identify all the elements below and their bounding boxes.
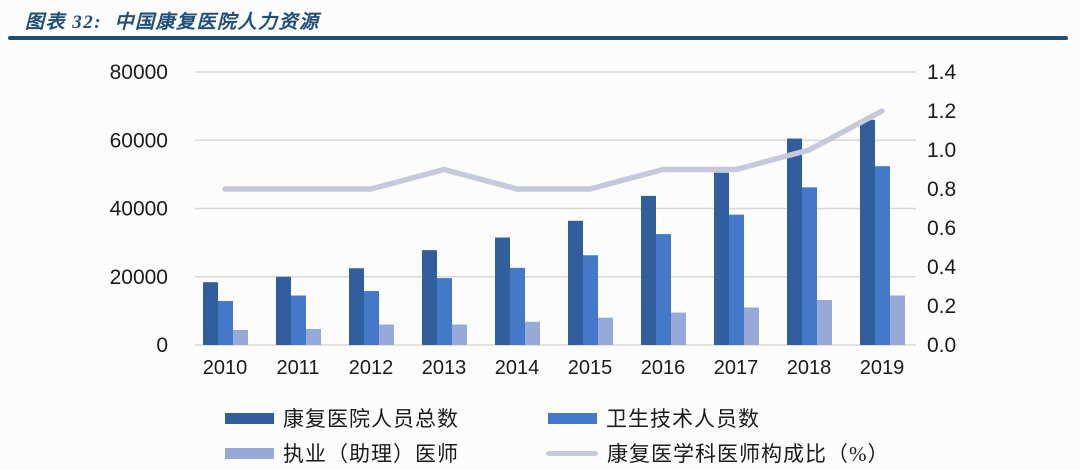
bar-执业（助理）医师-2016 <box>671 312 686 345</box>
x-axis-label: 2019 <box>860 357 905 379</box>
left-axis-tick: 80000 <box>110 61 168 84</box>
bar-康复医院人员总数-2014 <box>495 237 510 345</box>
bar-卫生技术人员数-2019 <box>875 166 890 345</box>
bar-康复医院人员总数-2013 <box>422 250 437 345</box>
legend-label-health-technicians: 卫生技术人员数 <box>606 407 760 431</box>
bar-执业（助理）医师-2013 <box>452 324 467 345</box>
legend-item-health-technicians: 卫生技术人员数 <box>548 406 760 431</box>
legend-item-licensed-physicians: 执业（助理）医师 <box>225 441 459 466</box>
x-axis-label: 2016 <box>641 357 686 379</box>
right-axis-tick: 1.2 <box>927 100 956 123</box>
x-axis-label: 2012 <box>349 357 394 379</box>
legend-swatch-physician-ratio-line <box>546 450 598 456</box>
bar-康复医院人员总数-2016 <box>641 195 656 345</box>
left-axis-tick: 40000 <box>110 198 168 221</box>
bar-卫生技术人员数-2014 <box>510 267 525 345</box>
right-axis-tick: 0.8 <box>927 178 956 201</box>
legend-swatch-licensed-physicians <box>225 447 274 459</box>
x-axis-label: 2018 <box>787 357 832 379</box>
x-axis-label: 2013 <box>422 357 467 379</box>
bar-卫生技术人员数-2010 <box>218 300 233 345</box>
legend-item-physician-ratio-line: 康复医学科医师构成比（%） <box>546 441 890 466</box>
bar-执业（助理）医师-2017 <box>744 307 759 345</box>
right-axis-tick: 0.0 <box>927 334 956 357</box>
x-axis-label: 2017 <box>714 357 759 379</box>
right-axis-tick: 1.0 <box>927 139 956 162</box>
title-underline <box>8 36 1068 40</box>
x-axis-label: 2014 <box>495 357 540 379</box>
left-axis-tick: 60000 <box>110 129 168 152</box>
bar-卫生技术人员数-2015 <box>583 255 598 345</box>
left-axis-tick: 0 <box>156 334 168 357</box>
legend-label-total-staff: 康复医院人员总数 <box>283 407 459 431</box>
bar-执业（助理）医师-2010 <box>233 329 248 345</box>
bar-卫生技术人员数-2012 <box>364 291 379 345</box>
bar-康复医院人员总数-2017 <box>714 172 729 345</box>
bar-执业（助理）医师-2015 <box>598 317 613 345</box>
right-axis-tick: 0.6 <box>927 217 956 240</box>
right-axis-tick: 0.4 <box>927 256 957 279</box>
bar-康复医院人员总数-2019 <box>860 119 875 346</box>
trend-line-physician-ratio <box>222 108 885 192</box>
x-axis-label: 2010 <box>203 357 248 379</box>
legend-swatch-total-staff <box>225 412 274 424</box>
bar-康复医院人员总数-2010 <box>203 282 218 345</box>
bar-卫生技术人员数-2017 <box>729 214 744 345</box>
legend-label-physician-ratio-line: 康复医学科医师构成比（%） <box>607 442 890 466</box>
bar-康复医院人员总数-2015 <box>568 220 583 345</box>
bar-卫生技术人员数-2016 <box>656 234 671 345</box>
right-axis-tick: 1.4 <box>927 61 957 84</box>
x-axis-label: 2015 <box>568 357 613 379</box>
bar-执业（助理）医师-2012 <box>379 324 394 345</box>
right-axis-tick: 0.2 <box>927 295 956 318</box>
bar-执业（助理）医师-2014 <box>525 321 540 345</box>
bar-执业（助理）医师-2011 <box>306 328 321 345</box>
bar-卫生技术人员数-2018 <box>802 187 817 345</box>
bar-康复医院人员总数-2018 <box>787 138 802 345</box>
legend-item-total-staff: 康复医院人员总数 <box>225 406 459 431</box>
legend-swatch-health-technicians <box>548 412 597 424</box>
bar-卫生技术人员数-2011 <box>291 295 306 345</box>
bar-执业（助理）医师-2019 <box>890 295 905 345</box>
bar-康复医院人员总数-2011 <box>276 276 291 345</box>
x-axis-label: 2011 <box>276 357 319 379</box>
legend-label-licensed-physicians: 执业（助理）医师 <box>283 442 459 466</box>
bar-执业（助理）医师-2018 <box>817 299 832 345</box>
bar-卫生技术人员数-2013 <box>437 278 452 345</box>
bar-康复医院人员总数-2012 <box>349 268 364 345</box>
left-axis-tick: 20000 <box>110 266 168 289</box>
chart-title: 图表 32: 中国康复医院人力资源 <box>25 12 320 33</box>
